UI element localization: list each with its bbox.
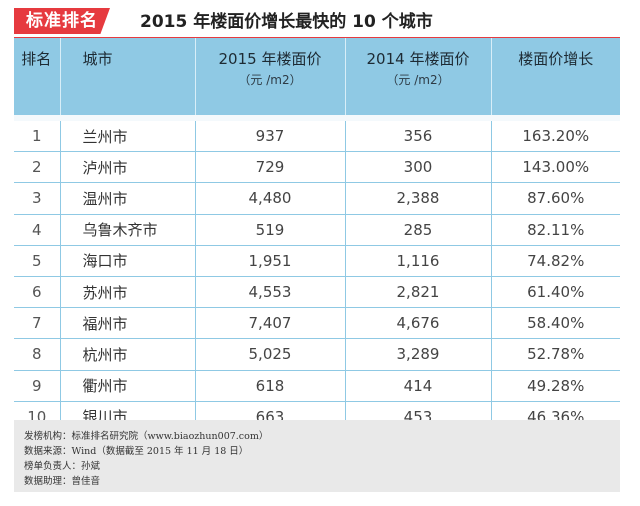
cell-growth: 82.11% bbox=[491, 214, 620, 246]
cell-rank: 9 bbox=[14, 370, 61, 402]
cell-growth: 58.40% bbox=[491, 307, 620, 340]
cell-price-2015: 729 bbox=[195, 151, 346, 184]
cell-rank: 3 bbox=[14, 182, 61, 215]
cell-price-2014: 2,388 bbox=[345, 182, 492, 215]
table-row: 1 兰州市 937 356 163.20% bbox=[14, 115, 620, 153]
cell-rank: 7 bbox=[14, 307, 61, 340]
cell-growth: 87.60% bbox=[491, 182, 620, 215]
cell-city: 兰州市 bbox=[60, 115, 196, 153]
cell-city: 泸州市 bbox=[60, 151, 196, 184]
cell-city: 衢州市 bbox=[60, 370, 196, 402]
cell-rank: 8 bbox=[14, 338, 61, 371]
cell-city: 杭州市 bbox=[60, 338, 196, 371]
table-row: 3 温州市 4,480 2,388 87.60% bbox=[14, 182, 620, 215]
header-price-2014: 2014 年楼面价 （元 /m2） bbox=[345, 38, 492, 118]
cell-price-2015: 5,025 bbox=[195, 338, 346, 371]
cell-price-2015: 519 bbox=[195, 214, 346, 246]
table-body: 1 兰州市 937 356 163.20% 2 泸州市 729 300 143.00% 3 温州市 4,… bbox=[14, 115, 620, 433]
footer-publisher: 发榜机构：标准排名研究院（www.biaozhun007.com） bbox=[24, 431, 269, 442]
cell-rank: 5 bbox=[14, 245, 61, 277]
table-row: 8 杭州市 5,025 3,289 52.78% bbox=[14, 338, 620, 371]
table-row: 6 苏州市 4,553 2,821 61.40% bbox=[14, 276, 620, 309]
cell-rank: 2 bbox=[14, 151, 61, 184]
cell-city: 海口市 bbox=[60, 245, 196, 277]
table-row: 5 海口市 1,951 1,116 74.82% bbox=[14, 245, 620, 277]
cell-price-2014: 1,116 bbox=[345, 245, 492, 277]
cell-price-2015: 4,480 bbox=[195, 182, 346, 215]
page-title: 2015 年楼面价增长最快的 10 个城市 bbox=[140, 12, 433, 32]
cell-price-2015: 618 bbox=[195, 370, 346, 402]
footer-owner: 榜单负责人：孙斌 bbox=[24, 461, 101, 472]
ranking-table: 排名 城市 2015 年楼面价 （元 /m2） 2014 年楼面价 （元 /m2… bbox=[14, 38, 620, 433]
cell-growth: 52.78% bbox=[491, 338, 620, 371]
title-bar: 标准排名 2015 年楼面价增长最快的 10 个城市 bbox=[0, 8, 640, 40]
cell-price-2014: 356 bbox=[345, 115, 492, 153]
cell-city: 乌鲁木齐市 bbox=[60, 214, 196, 246]
header-price-2015-label: 2015 年楼面价 bbox=[218, 50, 322, 68]
cell-price-2015: 1,951 bbox=[195, 245, 346, 277]
cell-price-2014: 4,676 bbox=[345, 307, 492, 340]
cell-growth: 61.40% bbox=[491, 276, 620, 309]
brand-tag: 标准排名 bbox=[14, 8, 110, 34]
cell-price-2014: 285 bbox=[345, 214, 492, 246]
cell-growth: 49.28% bbox=[491, 370, 620, 402]
header-price-2015-unit: （元 /m2） bbox=[238, 73, 302, 87]
cell-price-2014: 414 bbox=[345, 370, 492, 402]
cell-city: 福州市 bbox=[60, 307, 196, 340]
footer-source: 数据来源：Wind（数据截至 2015 年 11 月 18 日） bbox=[24, 446, 249, 457]
table-row: 9 衢州市 618 414 49.28% bbox=[14, 370, 620, 402]
cell-rank: 6 bbox=[14, 276, 61, 309]
header-price-2014-unit: （元 /m2） bbox=[386, 73, 450, 87]
cell-city: 苏州市 bbox=[60, 276, 196, 309]
table-row: 4 乌鲁木齐市 519 285 82.11% bbox=[14, 214, 620, 246]
header-price-2014-label: 2014 年楼面价 bbox=[366, 50, 470, 68]
table-row: 2 泸州市 729 300 143.00% bbox=[14, 151, 620, 184]
cell-growth: 163.20% bbox=[491, 115, 620, 153]
cell-price-2015: 937 bbox=[195, 115, 346, 153]
footer-assistant: 数据助理：曾佳音 bbox=[24, 476, 101, 487]
cell-price-2014: 300 bbox=[345, 151, 492, 184]
cell-price-2014: 3,289 bbox=[345, 338, 492, 371]
cell-price-2014: 2,821 bbox=[345, 276, 492, 309]
table-row: 7 福州市 7,407 4,676 58.40% bbox=[14, 307, 620, 340]
header-city: 城市 bbox=[60, 38, 196, 118]
cell-growth: 143.00% bbox=[491, 151, 620, 184]
cell-city: 温州市 bbox=[60, 182, 196, 215]
table-header-row: 排名 城市 2015 年楼面价 （元 /m2） 2014 年楼面价 （元 /m2… bbox=[14, 38, 620, 118]
header-growth: 楼面价增长 bbox=[491, 38, 620, 118]
cell-rank: 4 bbox=[14, 214, 61, 246]
cell-price-2015: 7,407 bbox=[195, 307, 346, 340]
cell-growth: 74.82% bbox=[491, 245, 620, 277]
cell-rank: 1 bbox=[14, 115, 61, 153]
header-price-2015: 2015 年楼面价 （元 /m2） bbox=[195, 38, 346, 118]
cell-price-2015: 4,553 bbox=[195, 276, 346, 309]
footer-notes: 发榜机构：标准排名研究院（www.biaozhun007.com） 数据来源：W… bbox=[14, 420, 620, 492]
header-rank: 排名 bbox=[14, 38, 61, 118]
